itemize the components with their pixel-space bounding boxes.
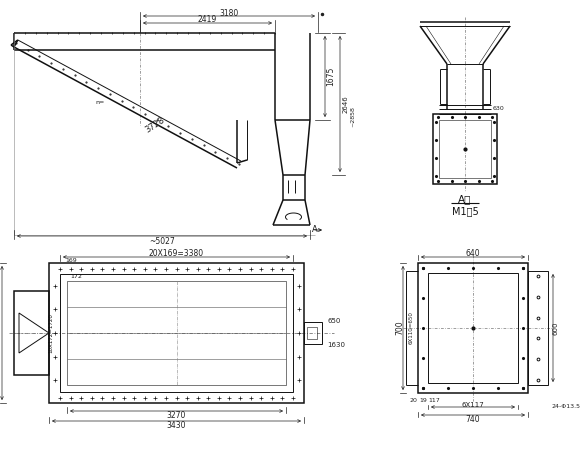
Text: 3430: 3430 <box>167 422 186 431</box>
Text: 24-Φ13.5: 24-Φ13.5 <box>551 404 580 409</box>
Text: 19: 19 <box>419 399 427 404</box>
Text: 20: 20 <box>409 399 417 404</box>
Text: 600: 600 <box>553 321 559 335</box>
Bar <box>60 274 293 392</box>
Text: 1790: 1790 <box>0 323 2 343</box>
Text: 172: 172 <box>70 273 82 279</box>
Bar <box>67 281 286 385</box>
Text: 117: 117 <box>428 399 440 404</box>
Text: 20X169=3380: 20X169=3380 <box>149 249 204 258</box>
Bar <box>428 273 518 383</box>
Text: 700: 700 <box>396 321 404 335</box>
Text: 3180: 3180 <box>219 9 238 18</box>
Bar <box>304 322 322 344</box>
Text: 1630: 1630 <box>327 342 345 348</box>
Text: n=: n= <box>95 101 104 106</box>
Text: 3728: 3728 <box>144 115 166 134</box>
Text: 10X172=1720: 10X172=1720 <box>49 313 53 353</box>
Bar <box>14 291 49 375</box>
Bar <box>307 327 317 339</box>
Text: 6X117: 6X117 <box>462 402 484 408</box>
Text: 650: 650 <box>327 318 340 324</box>
Text: ~2858: ~2858 <box>350 106 356 127</box>
Text: 6X110=650: 6X110=650 <box>409 312 414 345</box>
Text: 2419: 2419 <box>198 15 217 24</box>
Bar <box>439 120 491 178</box>
Text: ~5027: ~5027 <box>149 236 175 245</box>
Text: 2646: 2646 <box>343 95 349 113</box>
Text: A: A <box>312 226 318 235</box>
Text: 3270: 3270 <box>167 411 186 420</box>
Bar <box>49 263 304 403</box>
Text: 630: 630 <box>493 106 505 111</box>
Text: 740: 740 <box>466 414 480 423</box>
Bar <box>433 114 497 184</box>
Text: A向: A向 <box>458 194 472 204</box>
Text: M1：5: M1：5 <box>452 206 478 216</box>
Bar <box>528 271 548 385</box>
Text: 169: 169 <box>65 258 77 262</box>
Bar <box>418 263 528 393</box>
Text: 1675: 1675 <box>327 67 335 86</box>
Text: 640: 640 <box>466 249 480 258</box>
